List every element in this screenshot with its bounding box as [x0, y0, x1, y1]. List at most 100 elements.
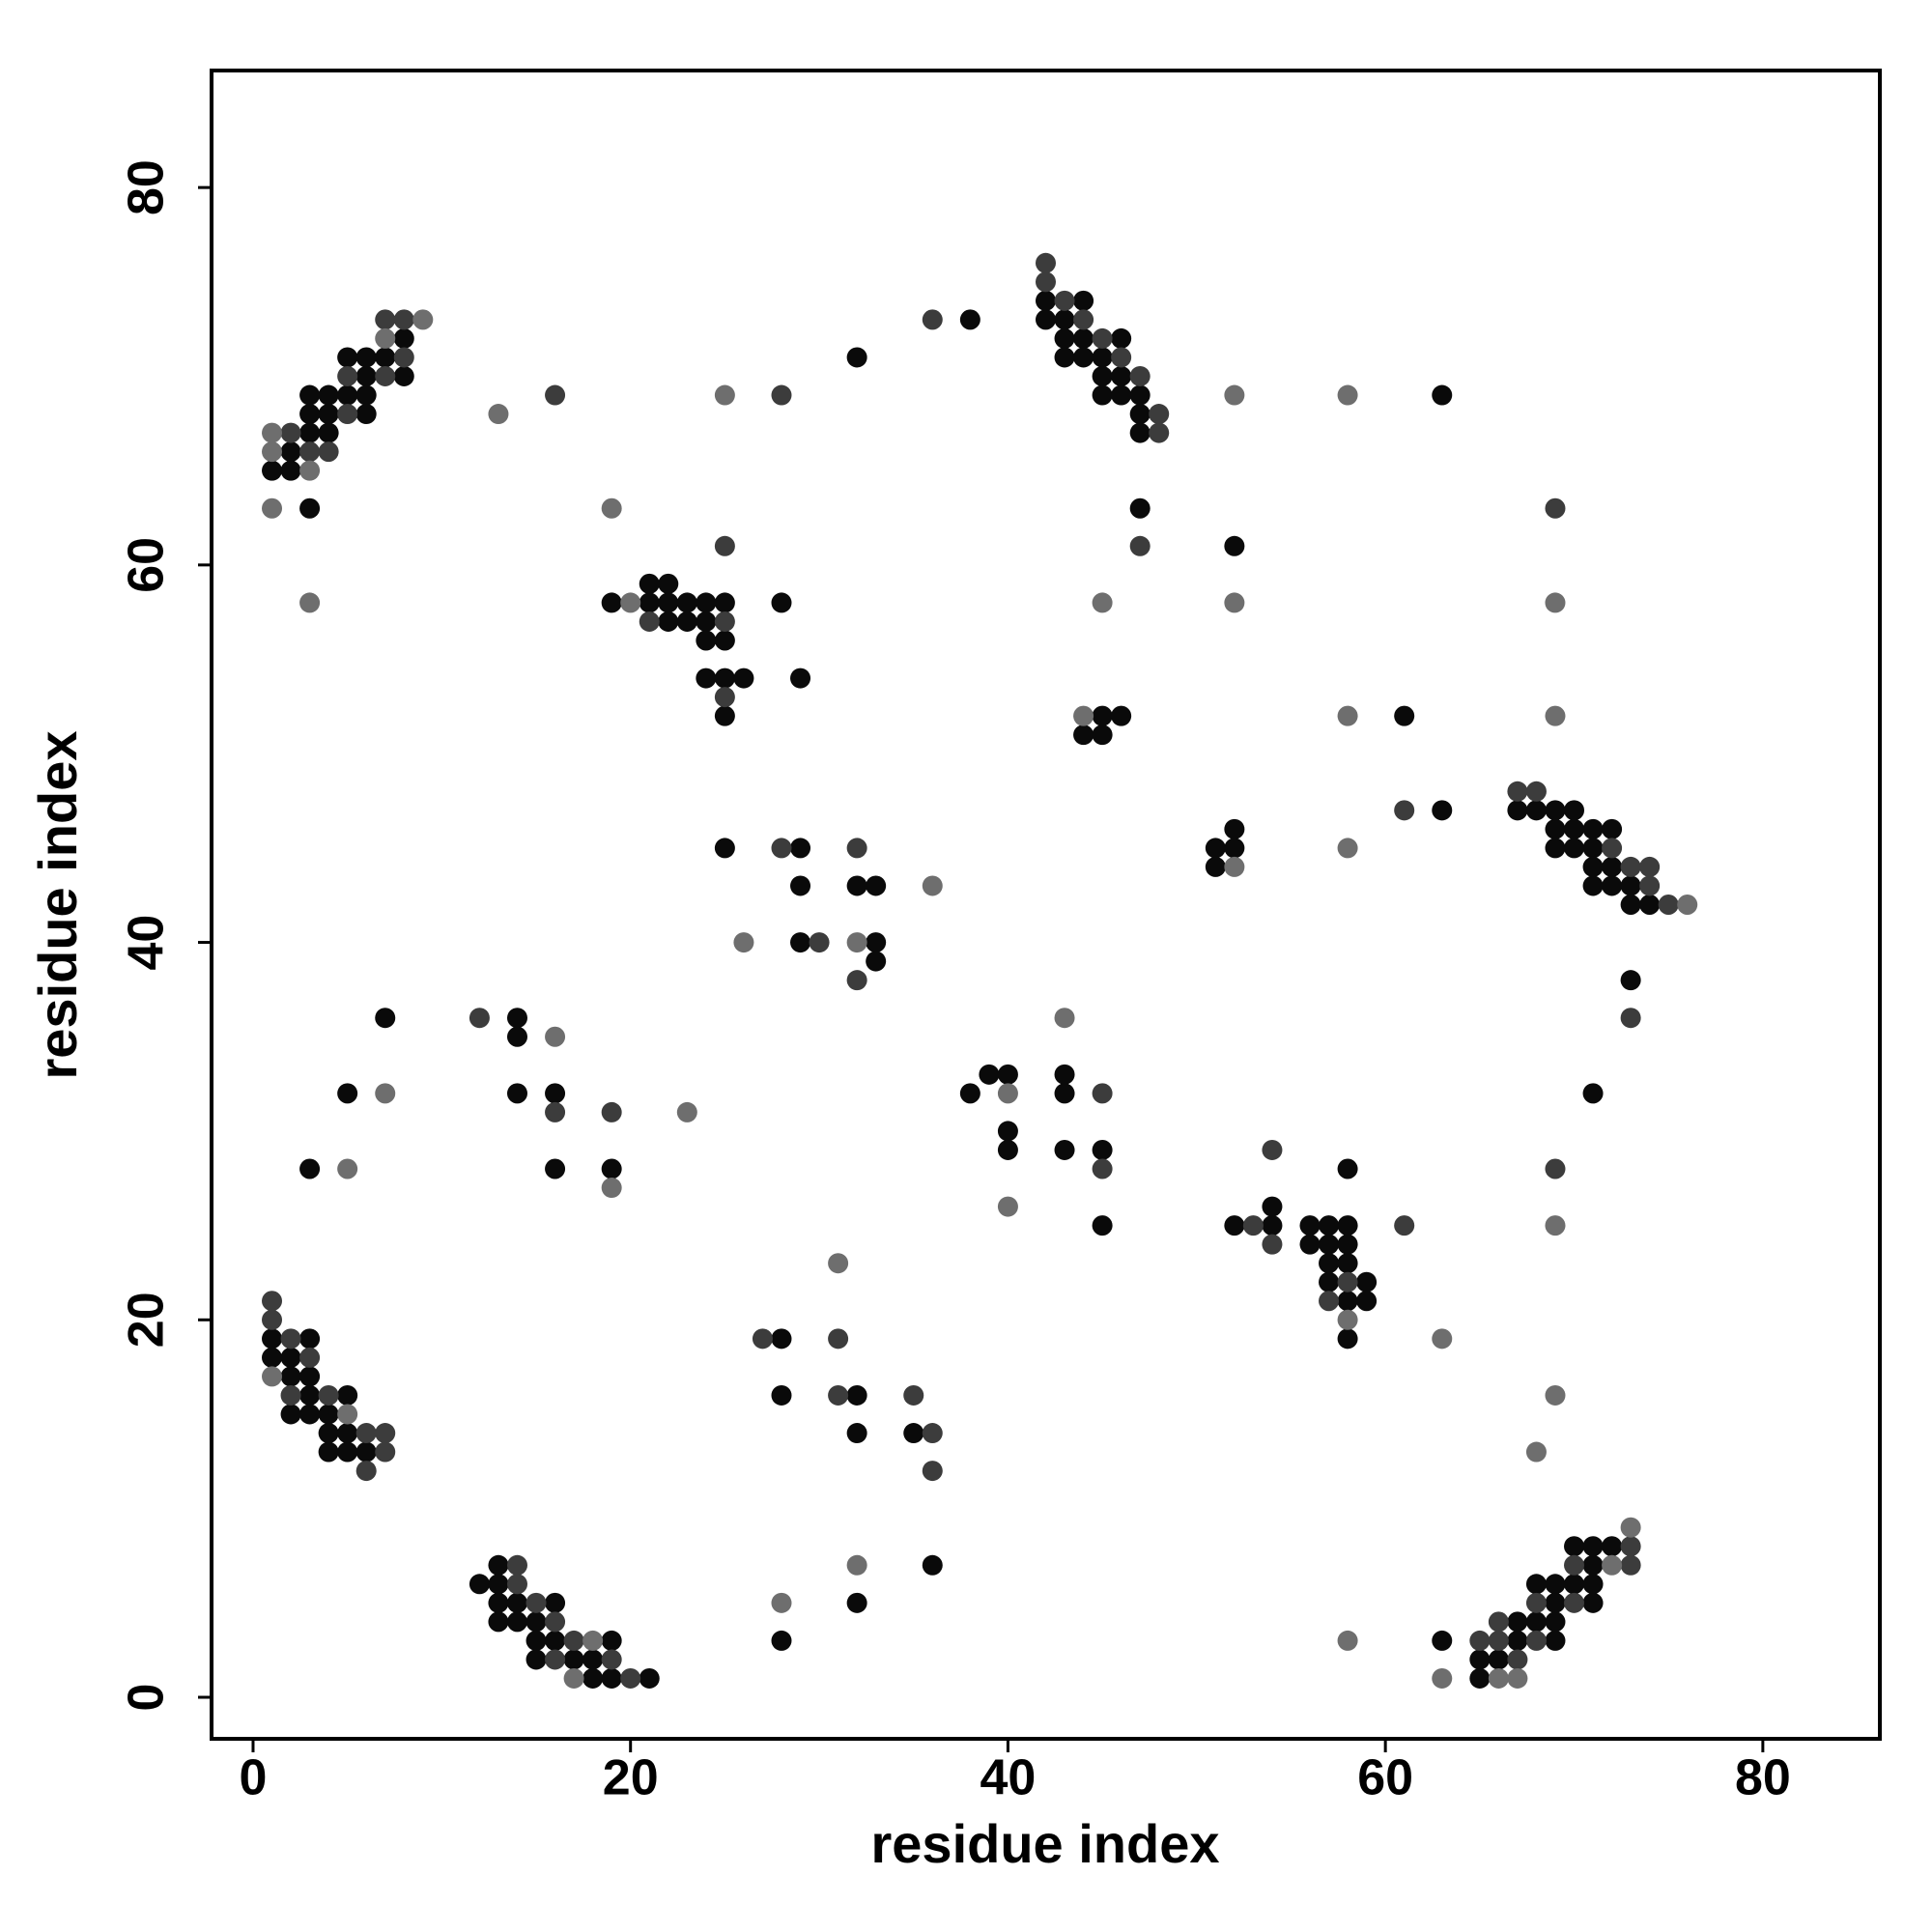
contact-point — [1149, 422, 1170, 443]
contact-point — [866, 875, 887, 896]
contact-point — [1092, 327, 1113, 349]
plot-frame — [210, 69, 1882, 1741]
contact-point — [790, 668, 811, 689]
contact-point — [846, 1592, 867, 1613]
contact-point — [714, 705, 735, 726]
contact-point — [1337, 1630, 1358, 1651]
contact-point — [922, 1461, 943, 1482]
contact-point — [714, 592, 735, 613]
contact-point — [318, 1384, 339, 1406]
x-tick-label: 60 — [1357, 1750, 1413, 1806]
contact-point — [1036, 290, 1056, 311]
contact-point — [771, 1328, 792, 1350]
contact-point — [1545, 818, 1566, 839]
contact-point — [1620, 1517, 1641, 1538]
contact-point — [1337, 705, 1358, 726]
contact-point — [280, 441, 301, 463]
contact-point — [1582, 856, 1604, 877]
contact-point — [1262, 1215, 1283, 1236]
contact-point — [1129, 497, 1151, 519]
contact-point — [696, 611, 717, 632]
contact-point — [696, 630, 717, 651]
contact-point — [1545, 1574, 1566, 1595]
contact-point — [1337, 1271, 1358, 1293]
contact-point — [337, 1158, 358, 1179]
contact-point — [620, 592, 641, 613]
contact-point — [846, 970, 867, 991]
contact-point — [1582, 1574, 1604, 1595]
contact-point — [1620, 970, 1641, 991]
contact-point — [1319, 1234, 1340, 1255]
contact-point — [1507, 1611, 1528, 1633]
contact-point — [922, 1423, 943, 1444]
contact-point — [375, 1441, 396, 1463]
contact-point — [1092, 1215, 1113, 1236]
contact-point — [337, 404, 358, 425]
contact-point — [1545, 1215, 1566, 1236]
contact-point — [1432, 1328, 1453, 1350]
contact-point — [846, 875, 867, 896]
contact-point — [262, 497, 283, 519]
contact-point — [1545, 1630, 1566, 1651]
contact-point — [639, 573, 660, 594]
contact-point — [393, 347, 414, 368]
contact-point — [866, 932, 887, 953]
contact-point — [1564, 838, 1585, 859]
contact-point — [1092, 705, 1113, 726]
contact-point — [903, 1384, 924, 1406]
contact-point — [696, 592, 717, 613]
contact-point — [506, 1026, 527, 1047]
contact-point — [1564, 1536, 1585, 1557]
y-tick-label: 20 — [119, 1292, 175, 1348]
contact-point — [280, 422, 301, 443]
contact-point — [506, 1008, 527, 1029]
contact-point — [1092, 365, 1113, 386]
contact-point — [563, 1630, 584, 1651]
contact-point — [1111, 365, 1132, 386]
contact-point — [563, 1667, 584, 1689]
contact-point — [1224, 384, 1245, 406]
contact-point — [1507, 1667, 1528, 1689]
contact-point — [1242, 1215, 1264, 1236]
contact-point — [1337, 1234, 1358, 1255]
x-tick-label: 80 — [1735, 1750, 1791, 1806]
contact-point — [658, 573, 679, 594]
contact-point — [506, 1611, 527, 1633]
contact-point — [337, 365, 358, 386]
contact-point — [545, 1611, 566, 1633]
contact-point — [922, 1554, 943, 1576]
contact-point — [1111, 705, 1132, 726]
contact-point — [1602, 875, 1623, 896]
contact-point — [1054, 1139, 1075, 1160]
contact-point — [412, 309, 434, 330]
contact-point — [318, 1423, 339, 1444]
contact-point — [1356, 1271, 1378, 1293]
contact-point — [299, 1366, 321, 1387]
contact-point — [299, 1384, 321, 1406]
contact-point — [375, 365, 396, 386]
contact-point — [299, 497, 321, 519]
contact-point — [1262, 1139, 1283, 1160]
y-axis-title: residue index — [27, 730, 88, 1079]
contact-point — [1582, 1536, 1604, 1557]
contact-point — [582, 1630, 604, 1651]
contact-point — [545, 1026, 566, 1047]
contact-point — [337, 1423, 358, 1444]
contact-point — [771, 1630, 792, 1651]
contact-point — [1525, 1611, 1547, 1633]
contact-point — [1299, 1234, 1321, 1255]
contact-point — [1394, 1215, 1415, 1236]
contact-point — [1319, 1291, 1340, 1312]
contact-point — [1054, 1083, 1075, 1104]
contact-point — [846, 1554, 867, 1576]
contact-point — [1525, 1592, 1547, 1613]
contact-point — [1620, 1008, 1641, 1029]
contact-point — [1092, 1139, 1113, 1160]
y-tick-label: 40 — [119, 915, 175, 971]
x-tick-label: 40 — [980, 1750, 1037, 1806]
contact-point — [1507, 800, 1528, 821]
contact-point — [1564, 818, 1585, 839]
contact-point — [1545, 592, 1566, 613]
contact-point — [733, 668, 754, 689]
contact-point — [997, 1083, 1018, 1104]
